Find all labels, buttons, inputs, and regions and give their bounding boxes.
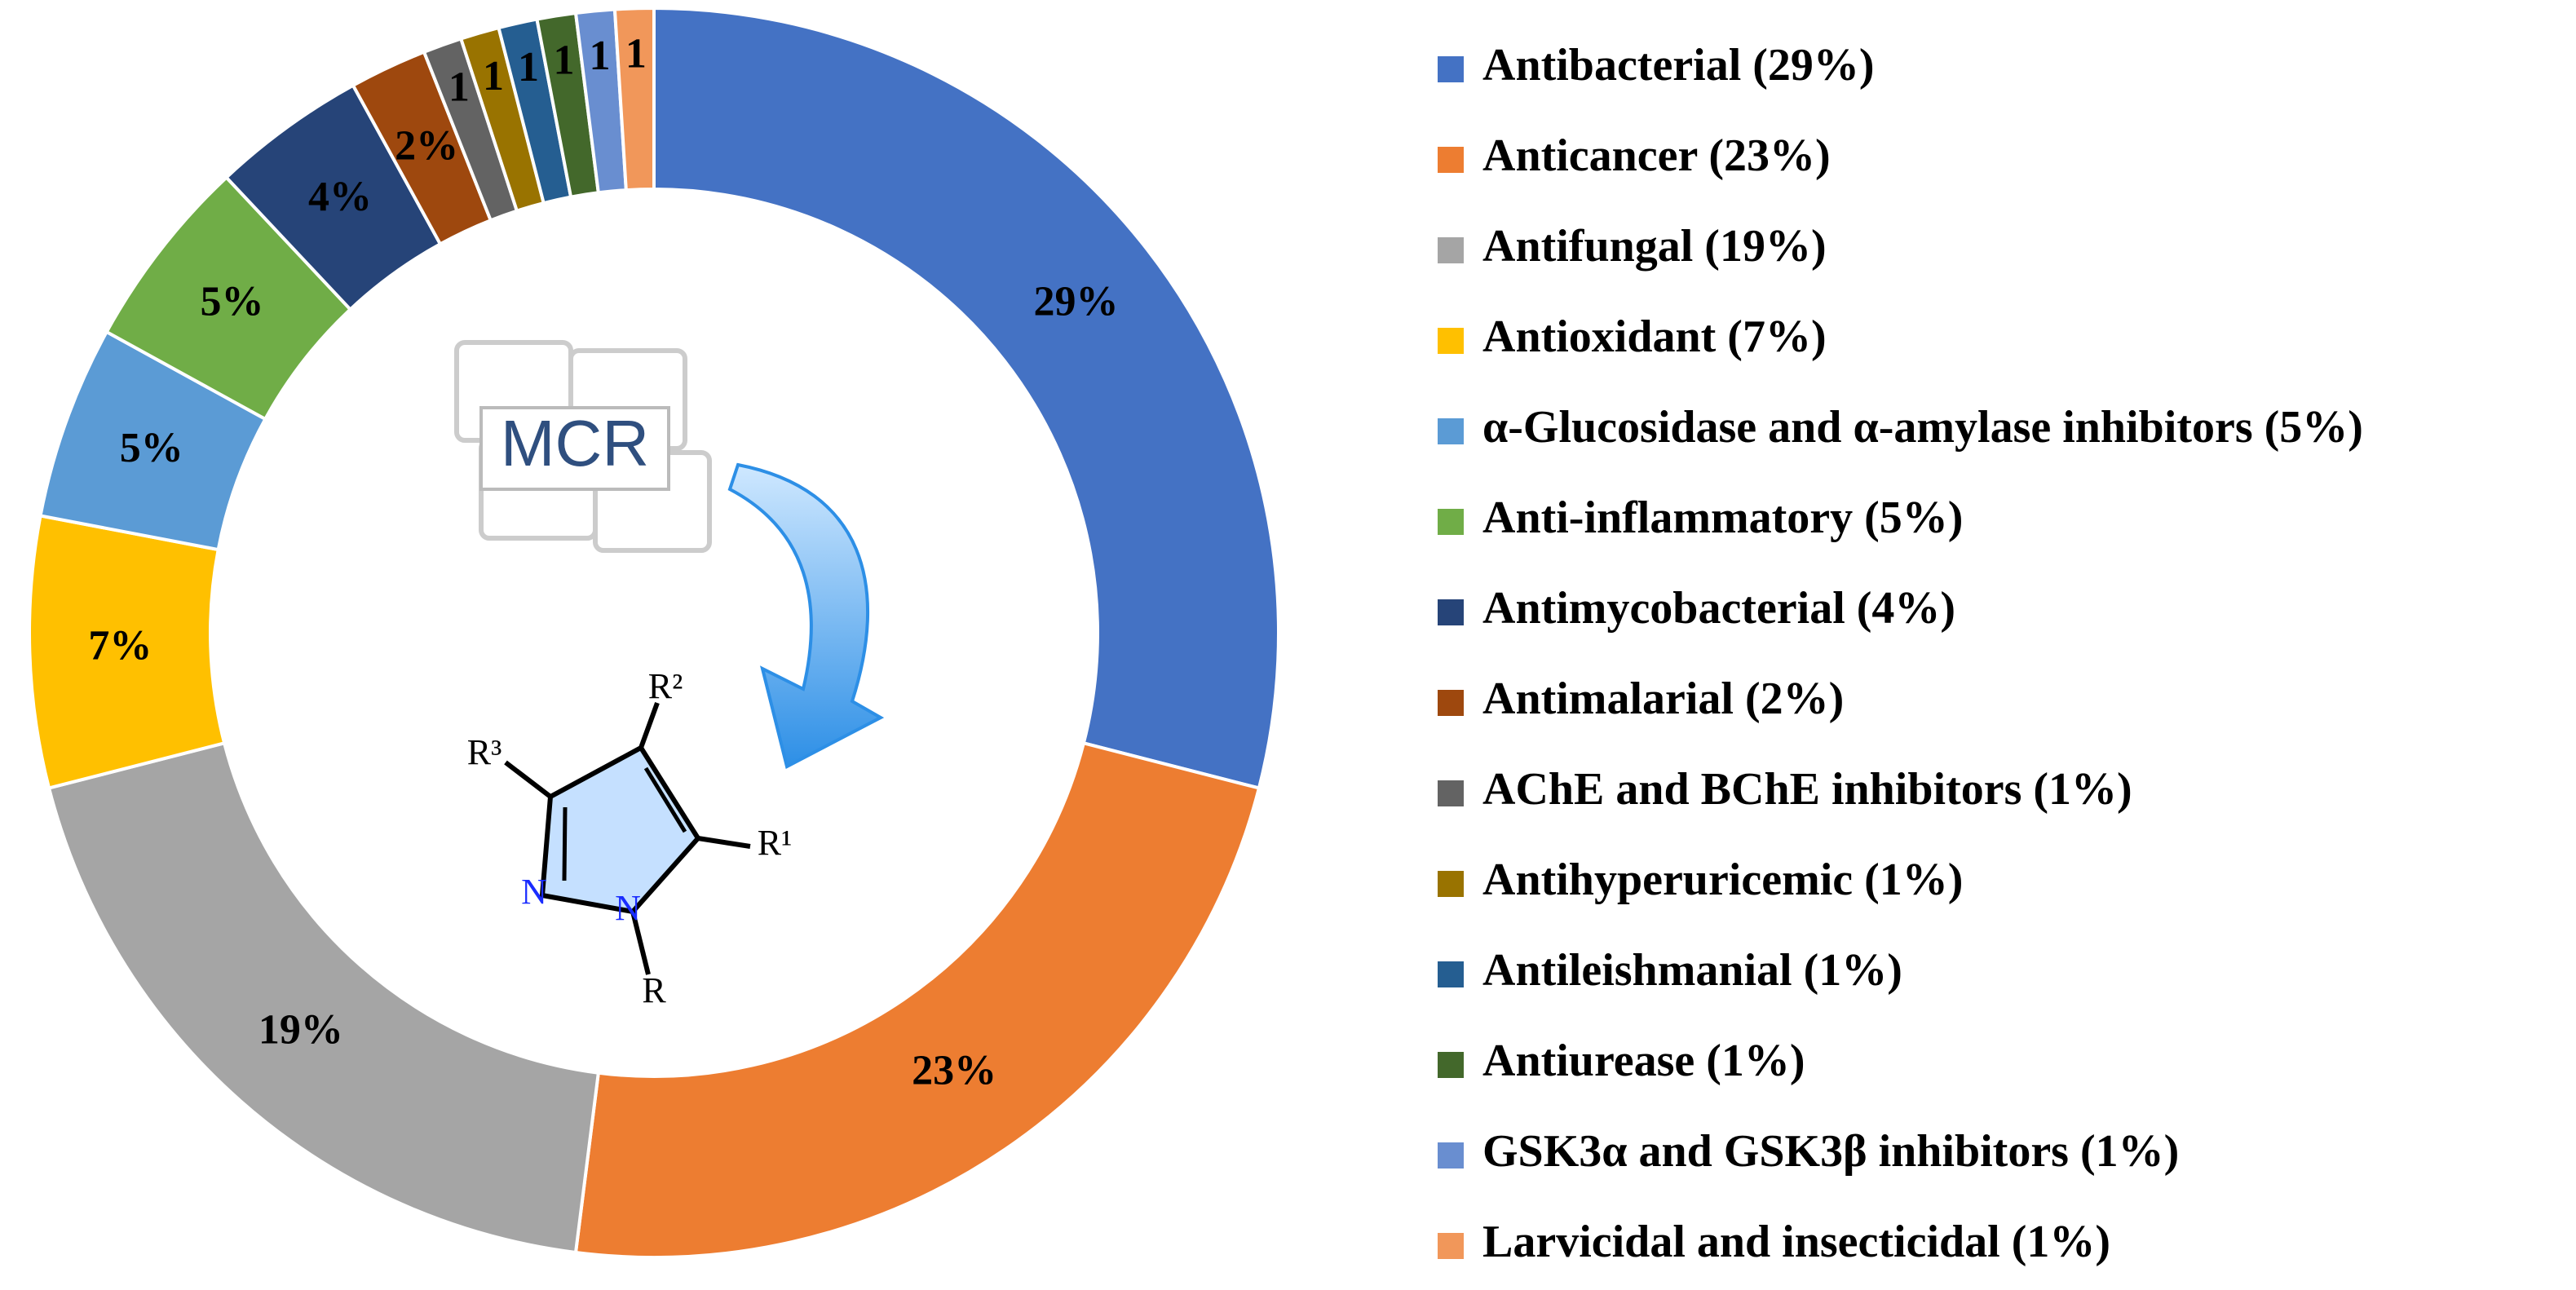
data-label: 19% bbox=[258, 1006, 343, 1053]
legend-swatch bbox=[1438, 509, 1464, 535]
double-bond bbox=[643, 766, 687, 833]
bond bbox=[504, 760, 552, 799]
donut: 29%23%19%7%5%5%4%2%1 1 1 1 1 1 bbox=[28, 6, 1280, 1259]
legend-label: Anticancer (23%) bbox=[1482, 130, 1831, 181]
data-label: 5% bbox=[120, 425, 183, 471]
double-bond bbox=[562, 806, 568, 881]
atom-label: R¹ bbox=[758, 823, 793, 863]
data-label: 29% bbox=[1034, 278, 1119, 325]
atom-label: N bbox=[521, 872, 547, 912]
legend-swatch bbox=[1438, 780, 1464, 806]
legend-label: Larvicidal and insecticidal (1%) bbox=[1482, 1217, 2110, 1267]
legend-swatch bbox=[1438, 871, 1464, 897]
legend-label: GSK3α and GSK3β inhibitors (1%) bbox=[1482, 1126, 2179, 1177]
data-label: 1 bbox=[554, 38, 575, 84]
slice bbox=[46, 740, 601, 1255]
bond bbox=[697, 836, 751, 849]
atom-label: N bbox=[615, 888, 641, 928]
legend: Antibacterial (29%) Anticancer (23%) Antif… bbox=[1438, 40, 2363, 1267]
bond bbox=[638, 701, 660, 749]
legend-swatch bbox=[1438, 147, 1464, 173]
puzzle-center bbox=[479, 406, 670, 491]
bond bbox=[630, 911, 651, 975]
data-label: 4% bbox=[308, 174, 372, 220]
legend-label: α-Glucosidase and α-amylase inhibitors (… bbox=[1482, 402, 2363, 453]
legend-swatch bbox=[1438, 1233, 1464, 1259]
legend-label: Antibacterial (29%) bbox=[1482, 40, 1875, 91]
data-label: 5% bbox=[200, 278, 263, 325]
legend-swatch bbox=[1438, 56, 1464, 82]
center-graphic: MCR R³ R² R¹ R N N bbox=[454, 340, 885, 1010]
legend-swatch bbox=[1438, 599, 1464, 625]
data-label: 23% bbox=[912, 1048, 996, 1094]
slice bbox=[652, 6, 1280, 790]
legend-label: Antimalarial (2%) bbox=[1482, 674, 1844, 724]
legend-swatch bbox=[1438, 961, 1464, 987]
data-label: 1 bbox=[590, 33, 611, 79]
atom-label: R bbox=[642, 970, 666, 1010]
legend-label: Antioxidant (7%) bbox=[1482, 311, 1827, 362]
data-label: 1 bbox=[483, 53, 504, 99]
legend-label: Antileishmanial (1%) bbox=[1482, 945, 1902, 996]
legend-label: Antifungal (19%) bbox=[1482, 221, 1827, 272]
legend-swatch bbox=[1438, 418, 1464, 444]
data-label: 1 bbox=[518, 44, 539, 91]
data-label: 1 bbox=[625, 30, 647, 77]
legend-swatch bbox=[1438, 1052, 1464, 1078]
legend-label: Antihyperuricemic (1%) bbox=[1482, 855, 1963, 905]
mcr-label: MCR bbox=[501, 407, 649, 479]
atom-label: R² bbox=[648, 666, 683, 706]
legend-label: Anti-inflammatory (5%) bbox=[1482, 493, 1963, 543]
data-label: 2% bbox=[395, 122, 458, 169]
atom-label: R³ bbox=[467, 732, 502, 772]
data-label: 7% bbox=[88, 623, 152, 669]
legend-label: AChE and BChE inhibitors (1%) bbox=[1482, 764, 2132, 815]
legend-label: Antimycobacterial (4%) bbox=[1482, 583, 1955, 634]
legend-swatch bbox=[1438, 690, 1464, 716]
arrow bbox=[727, 462, 885, 769]
legend-swatch bbox=[1438, 328, 1464, 354]
legend-swatch bbox=[1438, 237, 1464, 263]
data-label: 1 bbox=[448, 64, 470, 111]
legend-label: Antiurease (1%) bbox=[1482, 1036, 1805, 1086]
slice bbox=[573, 740, 1261, 1259]
legend-swatch bbox=[1438, 1142, 1464, 1169]
slice bbox=[612, 6, 656, 192]
